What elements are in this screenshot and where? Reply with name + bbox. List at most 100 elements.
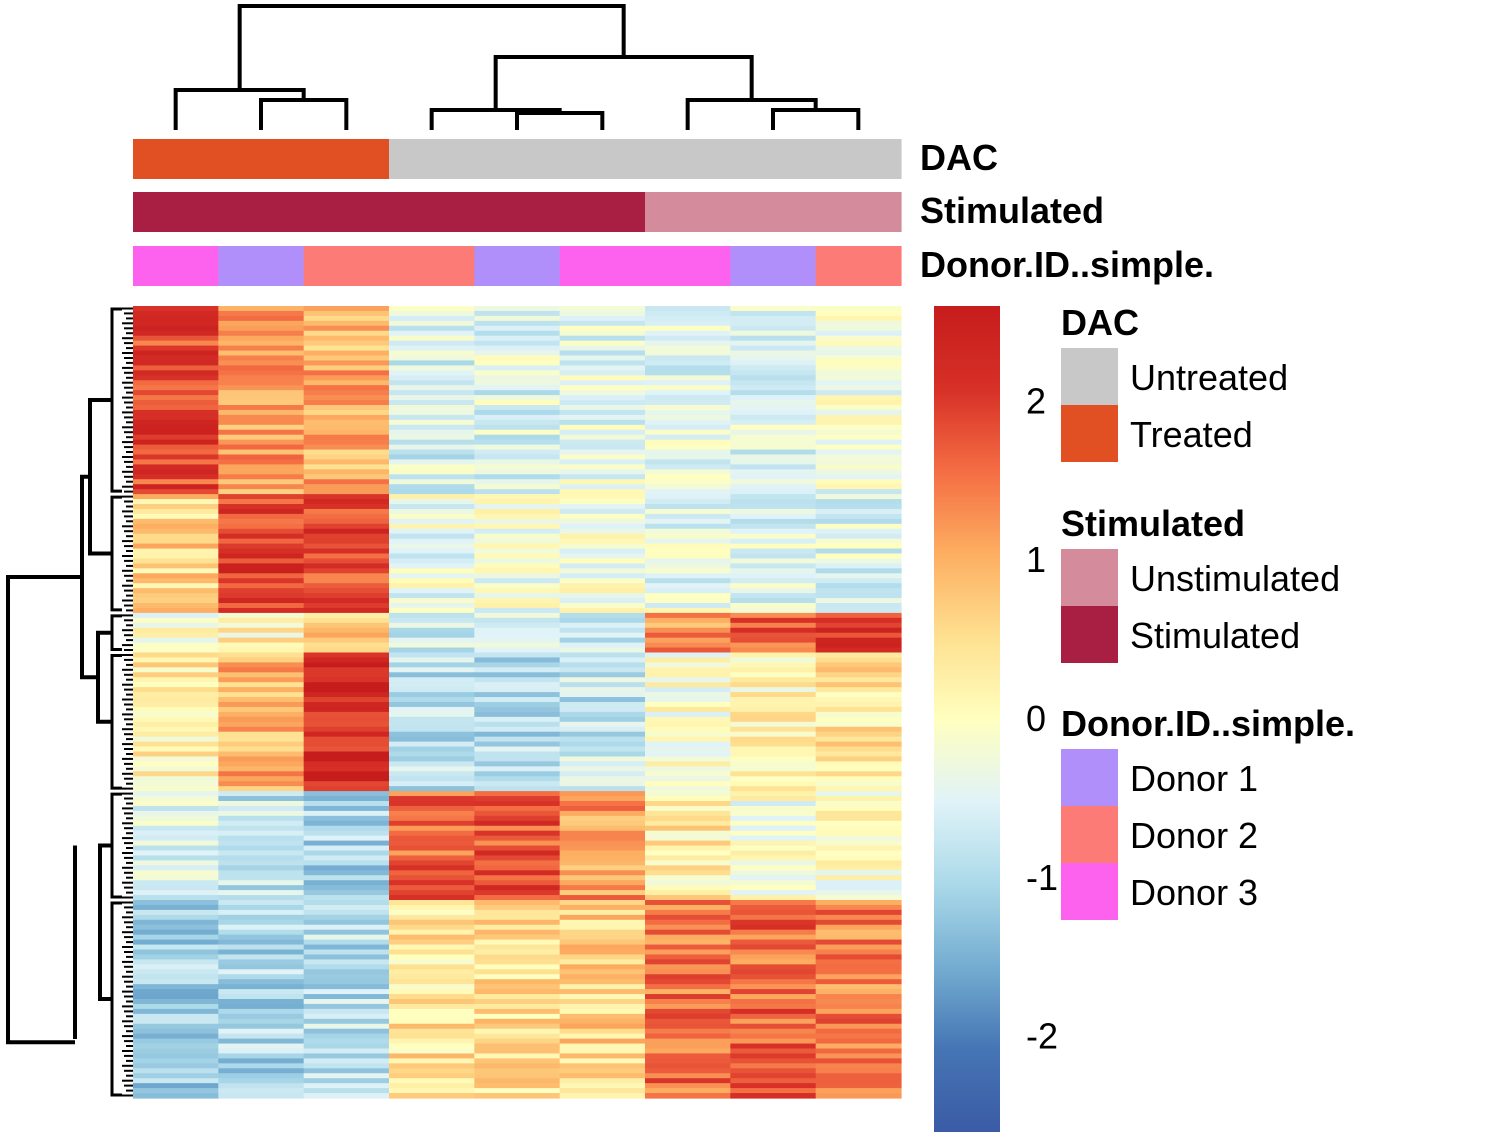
- heatmap-cell: [730, 791, 817, 797]
- heatmap-cell: [474, 959, 561, 965]
- heatmap-cell: [133, 637, 219, 644]
- heatmap-cell: [815, 776, 902, 782]
- heatmap-cell: [730, 499, 817, 505]
- heatmap-cell: [218, 474, 305, 480]
- heatmap-cell: [645, 801, 731, 807]
- heatmap-cell: [730, 815, 817, 822]
- heatmap-cell: [559, 890, 646, 896]
- heatmap-cell: [730, 1068, 817, 1074]
- heatmap-cell: [730, 855, 817, 861]
- heatmap-cell: [559, 880, 646, 886]
- heatmap-cell: [133, 761, 219, 767]
- heatmap-cell: [133, 1008, 219, 1015]
- heatmap-cell: [559, 627, 646, 634]
- heatmap-cell: [218, 622, 305, 629]
- heatmap-cell: [218, 924, 305, 931]
- heatmap-cell: [474, 553, 561, 560]
- dendrogram-branch: [685, 98, 818, 130]
- heatmap-cell: [389, 335, 475, 342]
- color-scale-tick-label: 0: [1026, 698, 1046, 739]
- heatmap-cell: [303, 434, 390, 441]
- heatmap-cell: [218, 414, 305, 421]
- heatmap-cell: [133, 810, 219, 817]
- heatmap-cell: [218, 964, 305, 970]
- heatmap-cell: [303, 786, 390, 792]
- heatmap-cell: [389, 459, 475, 465]
- heatmap-cell: [303, 315, 390, 322]
- heatmap-cell: [389, 306, 475, 312]
- heatmap-cell: [133, 528, 219, 535]
- annotation-cell: [303, 246, 390, 286]
- heatmap-cell: [303, 761, 390, 767]
- heatmap-cell: [303, 697, 390, 703]
- heatmap-cell: [474, 513, 561, 520]
- heatmap-cell: [815, 370, 902, 376]
- heatmap-cell: [303, 726, 390, 733]
- heatmap-cell: [389, 781, 475, 787]
- heatmap-cell: [815, 444, 902, 451]
- heatmap-cell: [218, 875, 305, 881]
- heatmap-cell: [730, 335, 817, 342]
- heatmap-cell: [133, 489, 219, 495]
- heatmap-cell: [133, 702, 219, 708]
- heatmap-cell: [815, 805, 902, 812]
- heatmap-cell: [559, 1028, 646, 1035]
- heatmap-cell: [815, 1078, 902, 1084]
- heatmap-cell: [389, 805, 475, 812]
- heatmap-cell: [303, 1008, 390, 1015]
- heatmap-cell: [474, 504, 561, 510]
- legend-item-label: Stimulated: [1130, 615, 1300, 656]
- heatmap-cell: [645, 1058, 731, 1064]
- heatmap-cell: [474, 850, 561, 857]
- heatmap-cell: [133, 603, 219, 609]
- heatmap-cell: [303, 791, 390, 797]
- color-scale-tick-label: 2: [1026, 380, 1046, 421]
- heatmap-cell: [474, 578, 561, 584]
- heatmap-cell: [303, 810, 390, 817]
- heatmap-cell: [474, 909, 561, 916]
- annotation-cell: [559, 192, 646, 232]
- heatmap-cell: [303, 464, 390, 470]
- heatmap-cell: [815, 682, 902, 688]
- heatmap-cell: [559, 1018, 646, 1025]
- heatmap-cell: [645, 870, 731, 876]
- legend-item-label: Unstimulated: [1130, 558, 1340, 599]
- dendrogram-branch: [96, 630, 112, 724]
- heatmap-cell: [730, 667, 817, 673]
- heatmap-cell: [389, 662, 475, 668]
- heatmap-cell: [815, 929, 902, 936]
- heatmap-cell: [389, 612, 475, 619]
- heatmap-cell: [645, 330, 731, 337]
- heatmap-cell: [133, 716, 219, 723]
- heatmap-cell: [474, 627, 561, 634]
- heatmap-cell: [389, 578, 475, 584]
- heatmap-cell: [218, 380, 305, 386]
- heatmap-cell: [559, 919, 646, 926]
- heatmap-cell: [474, 588, 561, 594]
- heatmap-cell: [559, 489, 646, 495]
- heatmap-cell: [559, 706, 646, 713]
- heatmap-cell: [133, 845, 219, 852]
- heatmap-cell: [133, 622, 219, 629]
- heatmap-cell: [133, 751, 219, 758]
- heatmap-cell: [474, 1058, 561, 1064]
- heatmap-cell: [559, 944, 646, 951]
- heatmap-cell: [133, 974, 219, 980]
- heatmap-cell: [474, 340, 561, 347]
- heatmap-cell: [218, 969, 305, 975]
- heatmap-cell: [559, 786, 646, 792]
- heatmap-cell: [474, 647, 561, 654]
- heatmap-cell: [303, 385, 390, 391]
- heatmap-cell: [815, 835, 902, 842]
- heatmap-cell: [645, 1093, 731, 1099]
- heatmap-cell: [559, 622, 646, 629]
- heatmap-cell: [645, 548, 731, 555]
- heatmap-cell: [133, 909, 219, 916]
- heatmap-cell: [133, 677, 219, 683]
- heatmap-cell: [815, 801, 902, 807]
- heatmap-cell: [474, 766, 561, 772]
- heatmap-cell: [559, 598, 646, 604]
- heatmap-cell: [730, 1093, 817, 1099]
- heatmap-cell: [218, 890, 305, 896]
- heatmap-cell: [133, 984, 219, 990]
